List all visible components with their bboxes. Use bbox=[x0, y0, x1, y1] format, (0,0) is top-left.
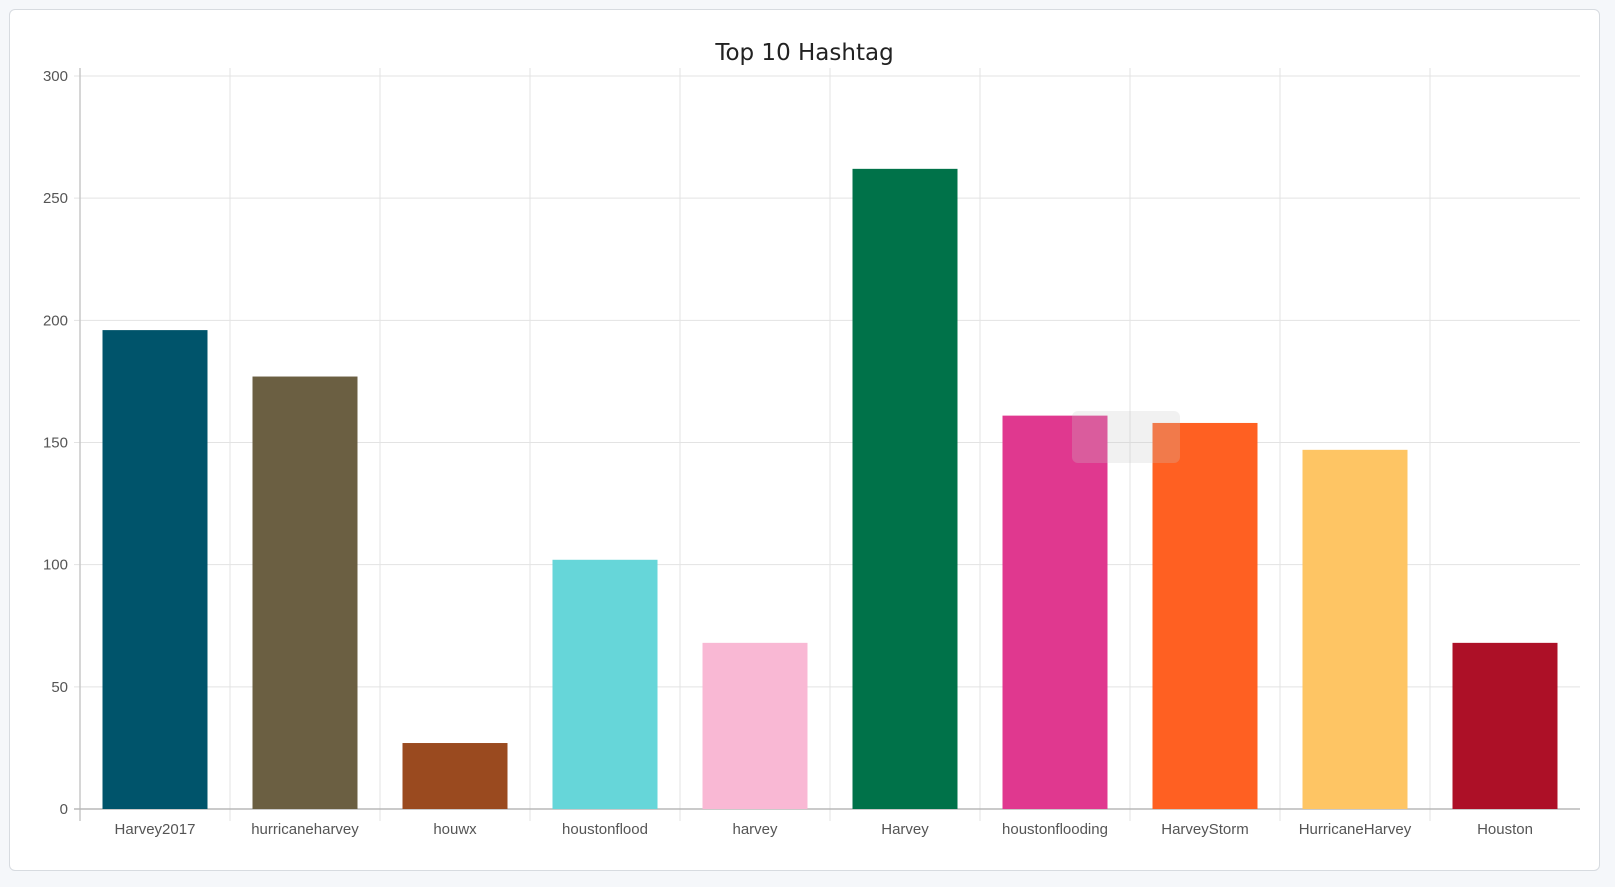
y-tick-label: 250 bbox=[43, 190, 68, 207]
bar-Houston bbox=[1452, 642, 1558, 809]
x-tick-label: hurricaneharvey bbox=[251, 821, 359, 838]
x-tick-label: houwx bbox=[433, 821, 477, 838]
tooltip bbox=[1072, 411, 1180, 463]
x-tick-label: HarveyStorm bbox=[1161, 821, 1249, 838]
x-tick-label: houstonflooding bbox=[1002, 821, 1108, 838]
bar-harvey bbox=[702, 642, 808, 809]
bar-HarveyStorm bbox=[1152, 422, 1258, 809]
y-tick-label: 50 bbox=[51, 679, 68, 696]
bar-Harvey2017 bbox=[102, 330, 208, 809]
bar-Harvey bbox=[852, 168, 958, 809]
y-tick-label: 300 bbox=[43, 68, 68, 85]
x-tick-label: HurricaneHarvey bbox=[1299, 821, 1412, 838]
y-tick-label: 0 bbox=[60, 801, 68, 818]
bar-houstonflooding bbox=[1002, 415, 1108, 809]
bar-HurricaneHarvey bbox=[1302, 449, 1408, 809]
x-tick-label: Harvey bbox=[881, 821, 929, 838]
x-tick-label: harvey bbox=[732, 821, 778, 838]
x-tick-label: Harvey2017 bbox=[115, 821, 196, 838]
x-tick-label: Houston bbox=[1477, 821, 1533, 838]
y-tick-label: 100 bbox=[43, 557, 68, 574]
bar-hurricaneharvey bbox=[252, 376, 358, 809]
bar-houwx bbox=[402, 743, 508, 809]
bar-houstonflood bbox=[552, 559, 658, 809]
y-tick-label: 150 bbox=[43, 435, 68, 452]
y-tick-label: 200 bbox=[43, 312, 68, 329]
x-tick-label: houstonflood bbox=[562, 821, 648, 838]
chart-title: Top 10 Hashtag bbox=[715, 40, 894, 66]
